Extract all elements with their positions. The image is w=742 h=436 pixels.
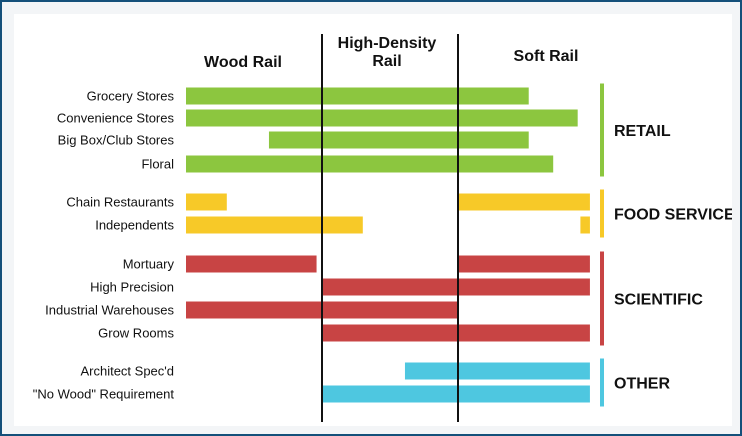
row-label: "No Wood" Requirement xyxy=(33,387,175,402)
column-dividers xyxy=(321,34,459,422)
chart-svg: Wood Rail High-Density Rail Soft Rail Gr… xyxy=(33,34,732,422)
chart-panel: Wood Rail High-Density Rail Soft Rail Gr… xyxy=(14,14,732,426)
row-label: Chain Restaurants xyxy=(66,195,174,210)
bars-layer xyxy=(186,87,590,403)
bar-food-service-1-seg0 xyxy=(186,216,363,234)
column-header-high-density-rail-line2: Rail xyxy=(372,53,401,70)
row-label: Grow Rooms xyxy=(98,326,174,341)
bar-retail-0-seg0 xyxy=(186,87,529,105)
group-bracket-retail xyxy=(600,83,604,177)
row-label: Architect Spec'd xyxy=(80,364,174,379)
row-label: Mortuary xyxy=(123,257,175,272)
bar-food-service-0-seg0 xyxy=(186,193,227,211)
bar-scientific-0-seg1 xyxy=(458,255,590,273)
row-label: Floral xyxy=(141,157,174,172)
group-label-scientific: SCIENTIFIC xyxy=(614,292,703,309)
column-header-high-density-rail-line1: High-Density xyxy=(338,35,437,52)
bar-food-service-1-seg1 xyxy=(580,216,590,234)
bar-other-1-seg0 xyxy=(322,385,590,403)
bar-scientific-3-seg0 xyxy=(322,324,590,342)
row-labels: Grocery Stores Convenience Stores Big Box/… xyxy=(33,89,175,402)
group-bracket-food-service xyxy=(600,189,604,238)
row-label: Independents xyxy=(95,218,174,233)
row-label: Convenience Stores xyxy=(57,111,175,126)
group-label-food-service: FOOD SERVICE xyxy=(614,207,732,224)
bar-other-0-seg0 xyxy=(404,362,590,380)
group-brackets: RETAIL FOOD SERVICE SCIENTIFIC OTHER xyxy=(600,83,732,407)
bar-retail-2-seg0 xyxy=(268,131,529,149)
row-label: Industrial Warehouses xyxy=(45,303,174,318)
row-label: Grocery Stores xyxy=(87,89,175,104)
row-label: Big Box/Club Stores xyxy=(58,133,175,148)
bar-retail-3-seg0 xyxy=(186,155,554,173)
bar-scientific-1-seg0 xyxy=(322,278,590,296)
group-bracket-scientific xyxy=(600,251,604,346)
column-header-soft-rail: Soft Rail xyxy=(514,48,579,65)
group-label-other: OTHER xyxy=(614,376,670,393)
column-headers: Wood Rail High-Density Rail Soft Rail xyxy=(204,35,578,71)
group-bracket-other xyxy=(600,358,604,407)
bar-scientific-0-seg0 xyxy=(186,255,317,273)
group-label-retail: RETAIL xyxy=(614,123,671,140)
bar-food-service-0-seg1 xyxy=(458,193,590,211)
column-header-wood-rail: Wood Rail xyxy=(204,54,282,71)
bar-retail-1-seg0 xyxy=(186,109,578,127)
row-label: High Precision xyxy=(90,280,174,295)
